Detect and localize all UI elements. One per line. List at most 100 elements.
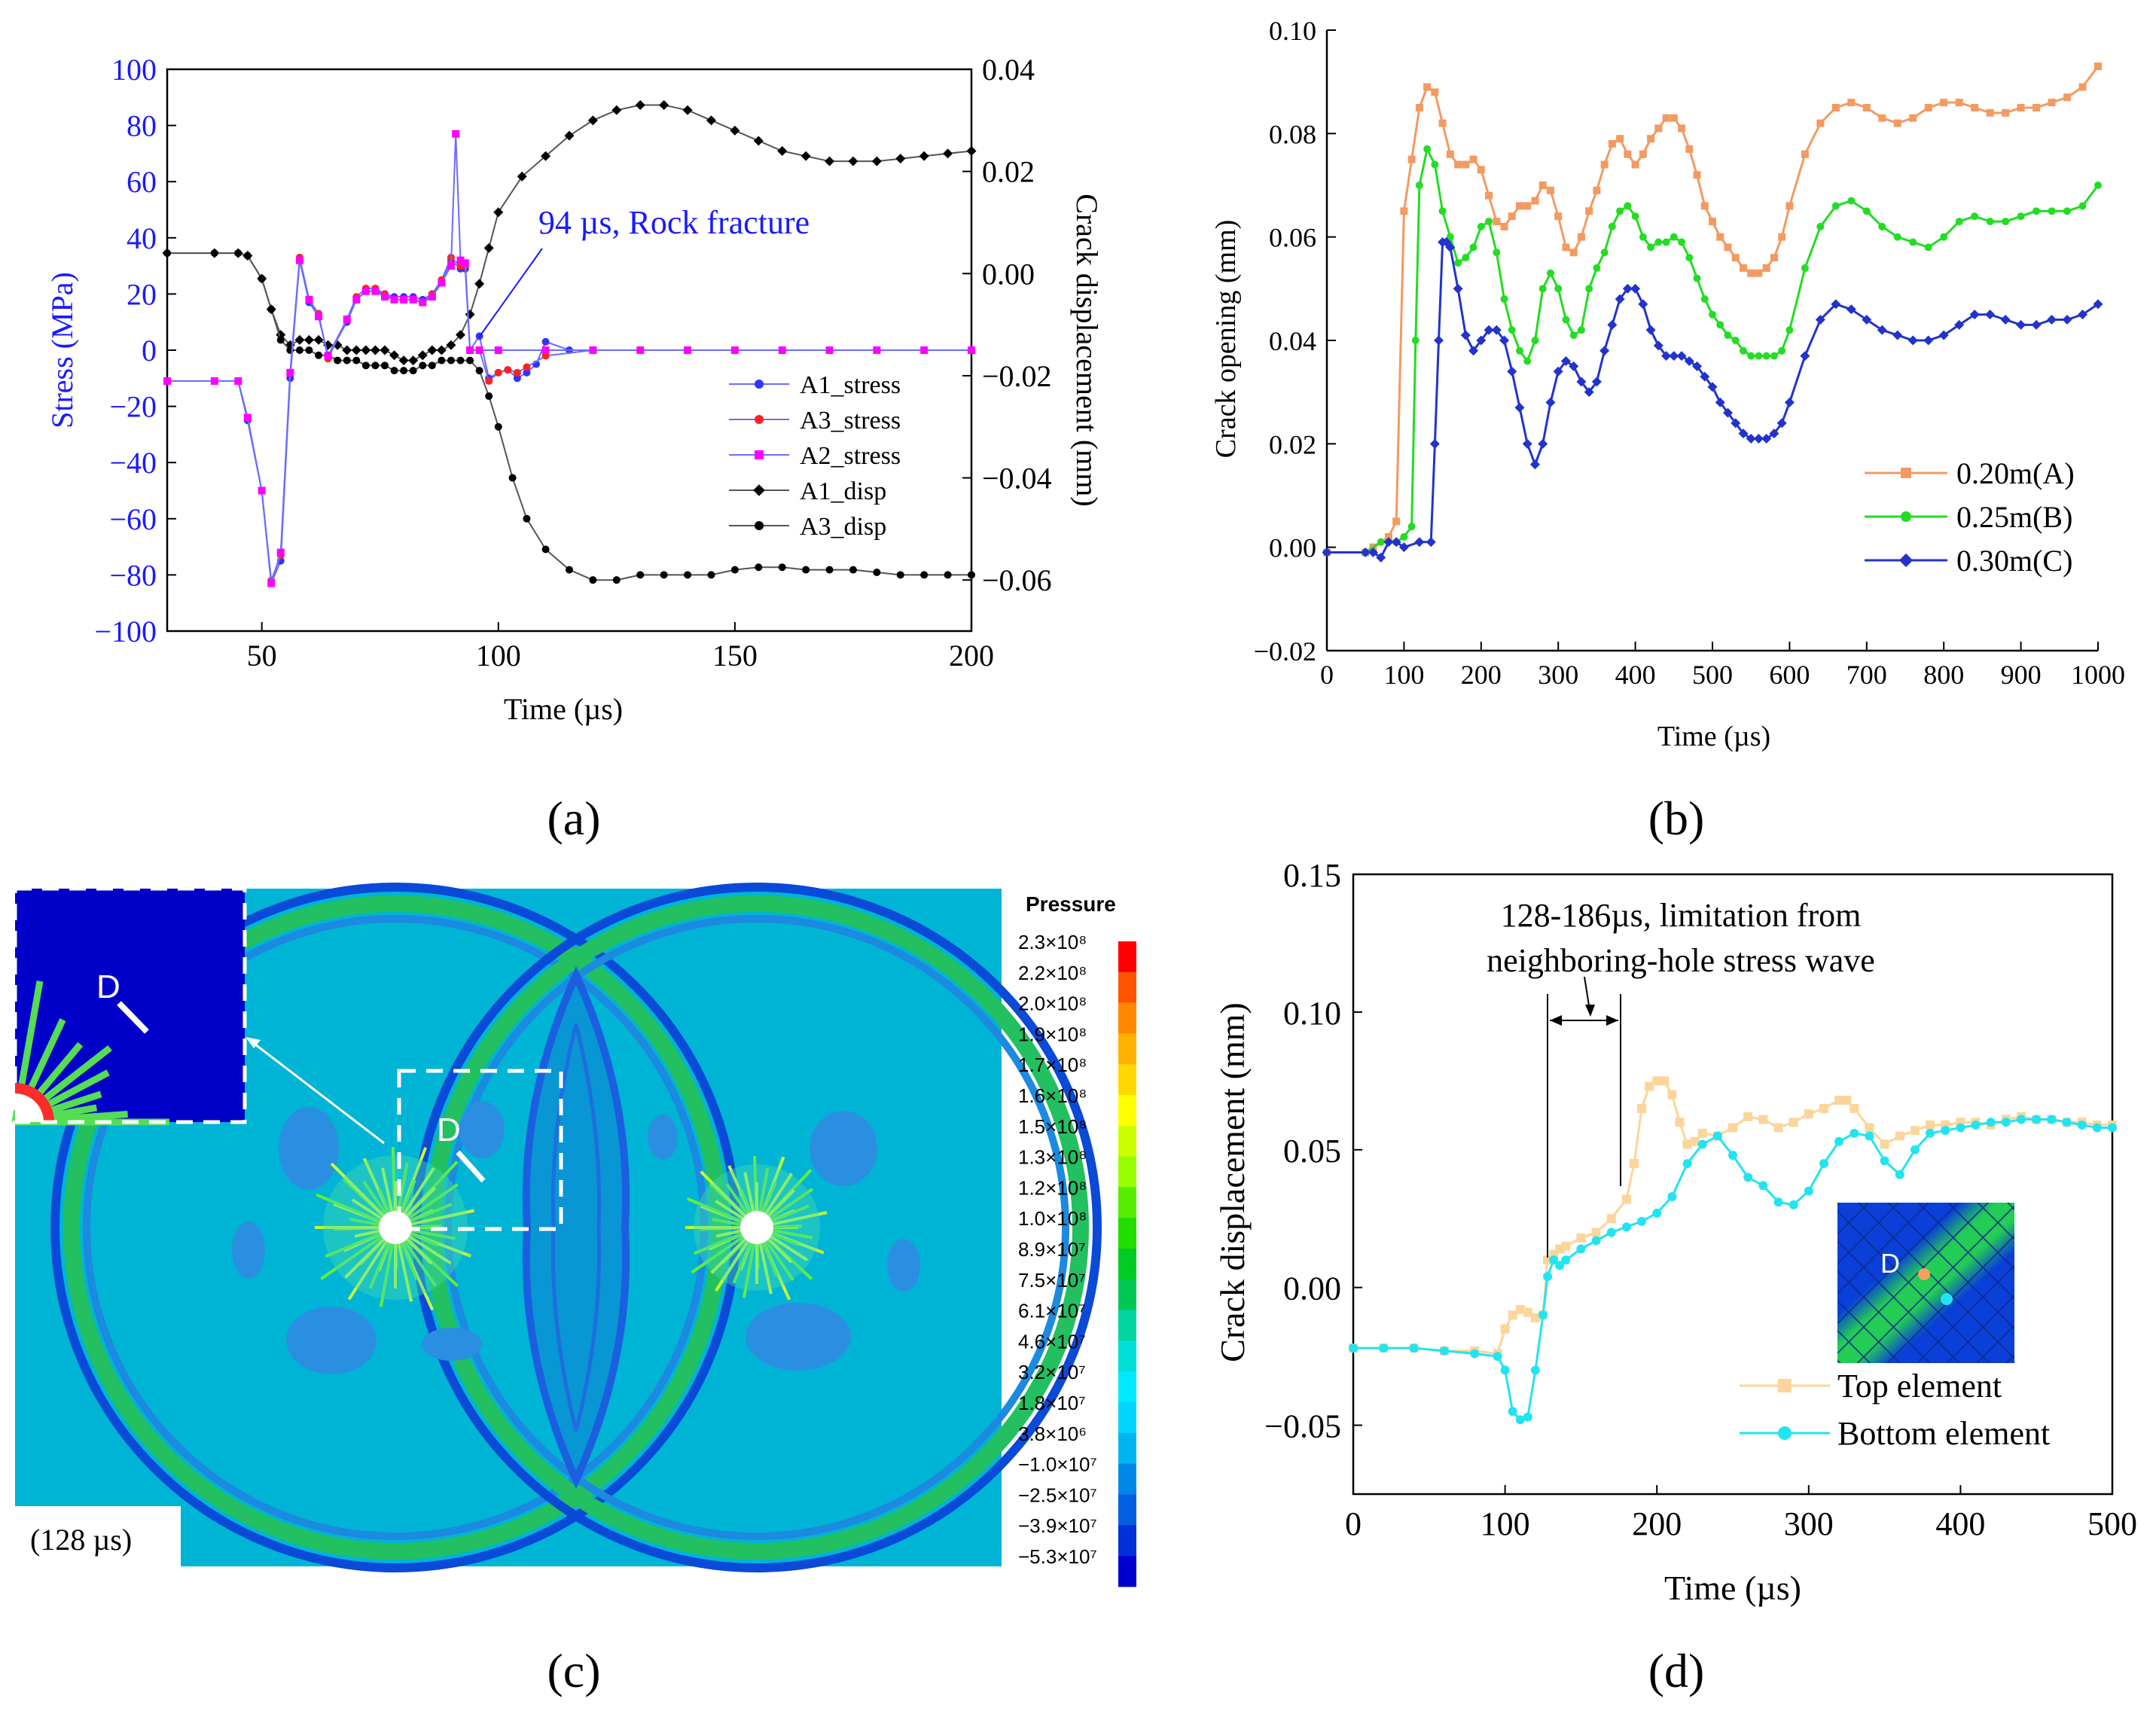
data-point — [1770, 254, 1778, 262]
data-point — [1607, 319, 1618, 330]
data-point — [1585, 207, 1593, 215]
data-point — [2063, 93, 2072, 102]
radial-crack — [411, 1228, 456, 1240]
data-point — [465, 310, 475, 320]
data-point — [2078, 83, 2087, 91]
data-point — [1880, 1139, 1889, 1149]
data-point — [1986, 218, 1994, 226]
radial-crack — [408, 1235, 452, 1265]
data-point — [1438, 207, 1447, 215]
radial-crack — [381, 1167, 394, 1212]
data-point — [1747, 269, 1755, 277]
tick-label: 0 — [1345, 1505, 1362, 1542]
data-point — [1670, 233, 1678, 241]
d-annotation-line1: 128-186µs, limitation from — [1501, 897, 1862, 934]
data-point — [428, 293, 436, 301]
radial-crack — [397, 1243, 413, 1302]
data-point — [1485, 191, 1493, 200]
radial-crack — [362, 1180, 388, 1215]
data-point — [1576, 1233, 1586, 1243]
data-point — [636, 346, 645, 354]
data-point — [1789, 1118, 1798, 1127]
data-point — [286, 368, 294, 377]
data-point — [1639, 233, 1647, 241]
series-a3-disp — [163, 249, 975, 584]
radial-crack — [686, 1197, 743, 1223]
data-point — [1926, 1120, 1935, 1130]
data-point — [1675, 1118, 1685, 1127]
tick-label: 0.08 — [1269, 119, 1316, 149]
colorbar-swatch — [1118, 1525, 1136, 1557]
data-point — [1500, 1324, 1510, 1334]
legend-marker — [755, 450, 764, 459]
patch — [279, 1107, 339, 1190]
data-point — [1652, 1208, 1662, 1218]
legend-marker — [1898, 553, 1914, 568]
radial-crack — [740, 1188, 752, 1213]
data-point — [1654, 124, 1663, 133]
colorbar-title: Pressure — [1026, 892, 1116, 916]
data-point — [1907, 335, 1918, 346]
data-point — [523, 514, 531, 523]
data-point — [1593, 186, 1601, 194]
data-point — [276, 548, 285, 557]
data-point — [659, 99, 669, 110]
d-bracket-arrowhead-right — [1606, 1015, 1618, 1026]
data-point — [1569, 331, 1578, 340]
data-point — [456, 256, 465, 264]
data-point — [243, 413, 252, 422]
data-point — [1831, 202, 1840, 210]
data-point — [1500, 222, 1508, 230]
data-point — [871, 156, 882, 166]
radial-crack — [406, 1238, 433, 1265]
tick-label: 300 — [1784, 1505, 1834, 1542]
data-point — [466, 346, 474, 354]
data-point — [380, 361, 389, 370]
data-point — [1761, 433, 1772, 444]
data-point — [944, 571, 952, 579]
data-point — [1398, 542, 1409, 553]
data-point — [1940, 99, 1948, 107]
overlap-lens — [522, 965, 630, 1490]
data-point — [1493, 249, 1501, 257]
data-point — [1728, 1151, 1737, 1160]
radial-crack — [725, 1183, 749, 1215]
data-point — [1784, 397, 1795, 407]
data-point — [1454, 160, 1462, 169]
data-point — [2048, 207, 2056, 215]
tick-label: 700 — [1846, 660, 1887, 690]
data-point — [2032, 1115, 2042, 1124]
legend-label: Top element — [1837, 1368, 2002, 1404]
tick-label: 600 — [1769, 660, 1810, 690]
data-point — [1971, 1120, 1981, 1130]
data-point — [848, 156, 858, 166]
data-point — [1678, 124, 1686, 133]
data-point — [351, 345, 361, 355]
d-bottom-element-dot — [1941, 1293, 1953, 1305]
data-point — [234, 249, 242, 258]
data-point — [920, 346, 929, 354]
data-point — [1661, 351, 1672, 361]
data-point — [1731, 337, 1740, 344]
data-point — [1770, 352, 1778, 360]
colorbar-swatch — [1118, 1156, 1136, 1188]
data-point — [1941, 1126, 1950, 1136]
data-point — [380, 293, 389, 301]
data-point — [1476, 335, 1487, 346]
data-point — [1834, 1136, 1844, 1146]
data-point — [494, 422, 502, 431]
tick-label: −20 — [109, 390, 157, 424]
data-point — [517, 171, 527, 181]
a-right-axis-ticks: −0.06 −0.04 −0.02 0.00 0.02 0.04 — [962, 53, 1052, 597]
data-point — [504, 366, 512, 374]
data-point — [2032, 104, 2041, 111]
colorbar-swatch — [1118, 941, 1136, 973]
a-xlabel: Time (µs) — [504, 692, 623, 726]
data-point — [1529, 459, 1540, 470]
point-d-label: D — [437, 1112, 461, 1148]
data-point — [1667, 1191, 1677, 1201]
data-point — [1500, 295, 1508, 303]
tick-label: 200 — [1632, 1505, 1682, 1542]
data-point — [1507, 366, 1517, 377]
